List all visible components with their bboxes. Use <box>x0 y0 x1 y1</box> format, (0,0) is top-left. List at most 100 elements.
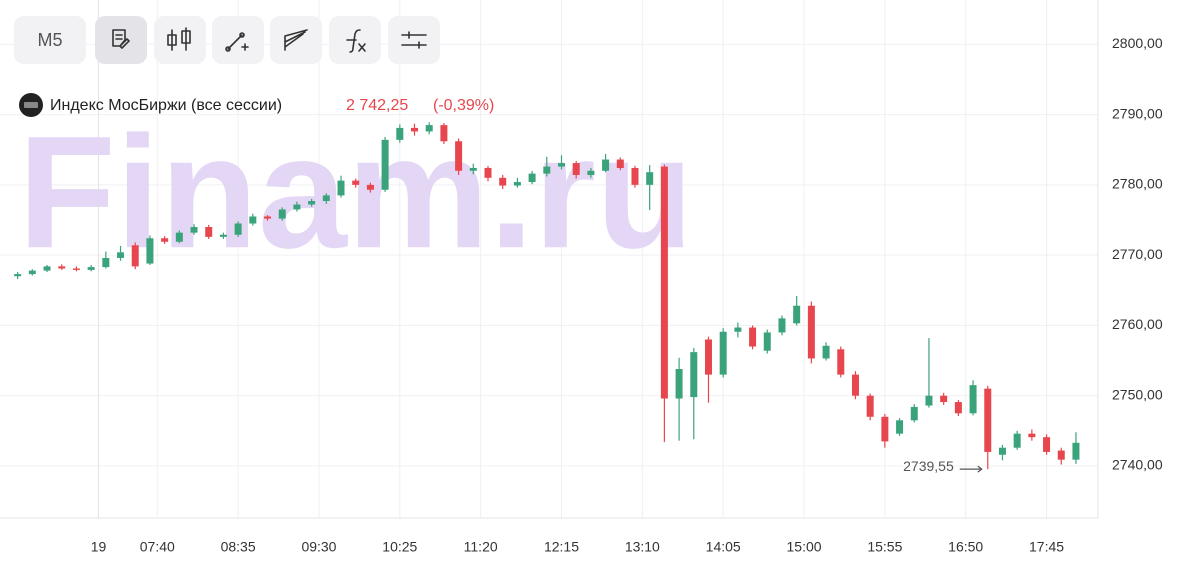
candle-body <box>984 388 992 452</box>
candle-body <box>910 406 918 421</box>
candle-body <box>337 180 345 196</box>
x-tick-label: 15:00 <box>787 539 822 555</box>
timeframe-label: M5 <box>37 30 62 50</box>
info-button[interactable] <box>95 16 147 64</box>
candle-body <box>425 125 433 132</box>
candle-body <box>484 167 492 178</box>
info-icon <box>112 29 130 49</box>
candle-body <box>455 141 463 171</box>
candle-body <box>631 167 639 185</box>
x-tick-label: 14:05 <box>706 539 741 555</box>
instrument-logo-mark <box>24 102 38 108</box>
toolbar: M5 <box>14 16 440 64</box>
settings-icon <box>401 31 427 49</box>
candle-body <box>572 163 580 176</box>
y-tick-label: 2750,00 <box>1112 386 1163 402</box>
candle-body <box>440 125 448 142</box>
candle-body <box>1057 450 1065 460</box>
candle-body <box>411 127 419 132</box>
candle-body <box>734 327 742 332</box>
candle-body <box>131 245 139 267</box>
candle-body <box>146 238 154 264</box>
candle-body <box>1013 433 1021 448</box>
x-tick-label: 19 <box>91 539 107 555</box>
candle-body <box>205 227 213 237</box>
candles-button[interactable] <box>154 16 206 64</box>
indicators-icon <box>346 29 366 53</box>
candle-body <box>234 223 242 235</box>
x-tick-label: 12:15 <box>544 539 579 555</box>
candle-body <box>969 385 977 414</box>
y-tick-label: 2790,00 <box>1112 105 1163 121</box>
candle-body <box>602 159 610 171</box>
y-tick-label: 2770,00 <box>1112 246 1163 262</box>
candle-body <box>293 204 301 210</box>
candle-body <box>72 268 80 270</box>
candle-body <box>675 368 683 399</box>
candle-body <box>87 267 95 270</box>
candle-body <box>704 339 712 375</box>
candle-body <box>58 266 66 269</box>
y-tick-label: 2760,00 <box>1112 316 1163 332</box>
candle-body <box>822 345 830 359</box>
candle-body <box>690 352 698 398</box>
settings-button[interactable] <box>388 16 440 64</box>
candle-body <box>499 177 507 186</box>
y-tick-label: 2740,00 <box>1112 457 1163 473</box>
candle-body <box>587 170 595 176</box>
candle-body <box>278 209 286 219</box>
candle-body <box>807 305 815 359</box>
candle-body <box>190 227 198 233</box>
watermark: Finam.ru <box>18 102 694 281</box>
candle-body <box>940 395 948 403</box>
draw-icon <box>225 32 249 52</box>
candle-body <box>851 374 859 396</box>
x-tick-label: 10:25 <box>382 539 417 555</box>
candle-body <box>396 127 404 140</box>
timeframe-button[interactable] <box>14 16 86 64</box>
candle-body <box>925 395 933 406</box>
min-price-arrow <box>959 465 983 473</box>
candle-body <box>749 327 757 347</box>
candle-body <box>1043 437 1051 452</box>
candle-body <box>998 447 1006 455</box>
x-tick-label: 16:50 <box>948 539 983 555</box>
x-tick-label: 17:45 <box>1029 539 1064 555</box>
candle-body <box>161 238 169 242</box>
candle-body <box>954 402 962 414</box>
candle-body <box>513 182 521 186</box>
candle-body <box>793 305 801 324</box>
candle-body <box>543 166 551 174</box>
candle-body <box>866 395 874 417</box>
fib-icon <box>284 29 308 51</box>
x-tick-label: 07:40 <box>140 539 175 555</box>
y-tick-label: 2780,00 <box>1112 176 1163 192</box>
x-tick-label: 11:20 <box>464 539 498 555</box>
price-change: (-0,39%) <box>433 97 494 114</box>
candle-body <box>322 195 330 202</box>
candle-body <box>366 184 374 190</box>
candle-body <box>264 216 272 219</box>
candle-body <box>43 266 51 271</box>
candle-body <box>249 216 257 224</box>
candle-body <box>219 234 227 237</box>
last-price: 2 742,25 <box>346 97 408 114</box>
candle-body <box>528 173 536 183</box>
candle-body <box>778 318 786 333</box>
candle-body <box>352 180 360 185</box>
candle-body <box>175 232 183 242</box>
candle-body <box>646 172 654 185</box>
candle-body <box>381 139 389 190</box>
candle-body <box>308 201 316 205</box>
instrument-title: Индекс МосБиржи (все сессии) <box>50 97 282 114</box>
candle-body <box>763 332 771 351</box>
candle-body <box>557 163 565 167</box>
candle-body <box>14 274 22 277</box>
candle-body <box>1028 433 1036 438</box>
min-price-label: 2739,55 <box>903 458 954 474</box>
candle-body <box>616 159 624 168</box>
x-tick-label: 13:10 <box>625 539 660 555</box>
candle-body <box>117 252 125 258</box>
x-tick-label: 08:35 <box>221 539 256 555</box>
